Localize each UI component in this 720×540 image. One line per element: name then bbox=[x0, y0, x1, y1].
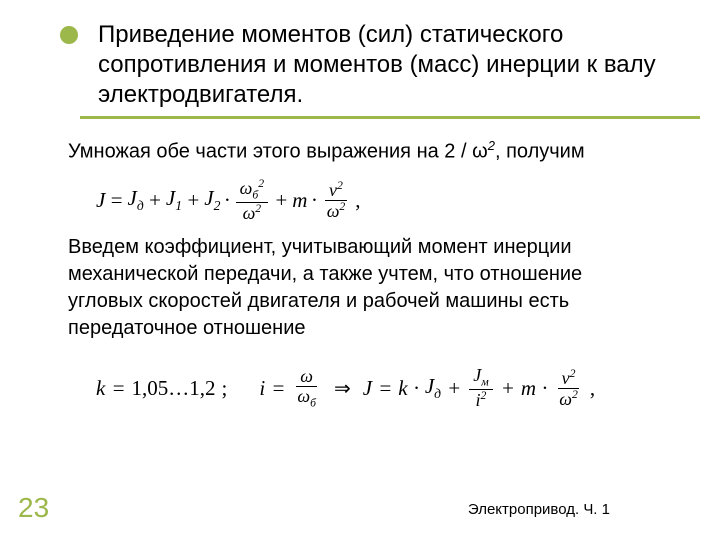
f2-m: m bbox=[521, 376, 536, 401]
f1-frac1-num-sup: 2 bbox=[258, 177, 264, 190]
f2-fracv-num-base: ν bbox=[562, 368, 570, 388]
bullet-icon bbox=[60, 26, 78, 44]
para1-exp: 2 bbox=[488, 138, 495, 153]
f2-fracJ-num-sub: м bbox=[481, 376, 488, 389]
formula-2: k = 1,05…1,2 ; i = ω ωб ⇒ J = k · Jд + J… bbox=[96, 366, 680, 410]
footer-text: Электропривод. Ч. 1 bbox=[468, 501, 610, 518]
f2-dot1: · bbox=[414, 376, 419, 401]
f2-frac-i-den-sub: б bbox=[310, 396, 316, 409]
f2-dot2: · bbox=[542, 376, 547, 401]
paragraph-1: Умножая обе части этого выражения на 2 /… bbox=[68, 137, 680, 166]
f2-Jd-base: J bbox=[425, 374, 434, 398]
f2-range: 1,05…1,2 bbox=[132, 376, 216, 401]
f1-J2: J bbox=[204, 186, 213, 210]
f1-term-J1: J1 bbox=[166, 186, 182, 214]
title-block: Приведение моментов (сил) статического с… bbox=[60, 20, 680, 119]
f2-eq1: = bbox=[111, 376, 125, 401]
formula-1: J = Jд + J1 + J2 · ωб2 ω2 + m · ν2 bbox=[96, 178, 680, 223]
para2-line3: угловых скоростей двигателя и рабочей ма… bbox=[68, 288, 680, 315]
f1-m: m bbox=[292, 188, 307, 213]
f1-J: J bbox=[96, 188, 105, 213]
f2-plus2: + bbox=[501, 376, 515, 401]
f2-Jd: Jд bbox=[425, 374, 441, 402]
f2-k: k bbox=[96, 376, 105, 401]
f2-J: J bbox=[363, 376, 372, 401]
f1-eq: = bbox=[109, 188, 123, 213]
f1-dot1: · bbox=[224, 188, 229, 213]
f1-term-J2: J2 bbox=[204, 186, 220, 214]
f2-fracJ-den: i2 bbox=[472, 390, 491, 410]
f2-fracJ: Jм i2 bbox=[469, 366, 492, 410]
f2-fracv-num: ν2 bbox=[558, 368, 580, 389]
f1-frac2-num-sup: 2 bbox=[337, 179, 343, 192]
f1-term-Jd: Jд bbox=[128, 186, 144, 214]
f1-frac1-den: ω2 bbox=[239, 203, 266, 223]
f2-semi: ; bbox=[222, 376, 228, 401]
f2-frac-i-num: ω bbox=[296, 367, 317, 387]
f1-plus1: + bbox=[148, 188, 162, 213]
f1-J1-sub: 1 bbox=[175, 198, 182, 213]
f2-Jd-sub: д bbox=[434, 386, 441, 401]
para1-suffix: , получим bbox=[495, 141, 585, 163]
f2-frac-i-den-base: ω bbox=[297, 386, 310, 406]
f1-frac2-den-base: ω bbox=[327, 201, 340, 221]
f1-J2-sub: 2 bbox=[214, 198, 221, 213]
para2-line1: Введем коэффициент, учитывающий момент и… bbox=[68, 234, 680, 261]
f2-fracv-den: ω2 bbox=[555, 389, 582, 409]
slide: Приведение моментов (сил) статического с… bbox=[0, 0, 720, 540]
f1-frac2-den-sup: 2 bbox=[339, 200, 345, 213]
f2-fracv-num-sup: 2 bbox=[570, 367, 576, 380]
f1-Jd-sub: д bbox=[137, 198, 144, 213]
f1-frac1: ωб2 ω2 bbox=[236, 178, 268, 223]
para2-line2: механической передачи, а также учтем, чт… bbox=[68, 261, 680, 288]
f1-frac1-num-base: ω bbox=[240, 178, 253, 198]
f1-frac2-num-base: ν bbox=[329, 180, 337, 200]
f1-frac2-den: ω2 bbox=[323, 201, 350, 221]
f2-frac-i-den: ωб bbox=[293, 387, 320, 410]
f2-frac-i: ω ωб bbox=[293, 367, 320, 410]
para1-prefix: Умножая обе части этого выражения на 2 / bbox=[68, 141, 472, 163]
f1-frac1-den-base: ω bbox=[243, 203, 256, 223]
f1-J1: J bbox=[166, 186, 175, 210]
implies-icon: ⇒ bbox=[328, 376, 357, 401]
paragraph-2: Введем коэффициент, учитывающий момент и… bbox=[68, 234, 680, 342]
f2-k2: k bbox=[398, 376, 407, 401]
f2-comma: , bbox=[590, 376, 595, 401]
f1-frac1-num: ωб2 bbox=[236, 178, 268, 203]
f1-frac1-num-sub: б bbox=[252, 188, 258, 201]
f2-i: i bbox=[259, 376, 265, 401]
para1-omega: ω bbox=[472, 141, 488, 163]
para2-line4: передаточное отношение bbox=[68, 315, 680, 342]
f1-frac2: ν2 ω2 bbox=[323, 180, 350, 221]
f1-frac2-num: ν2 bbox=[325, 180, 347, 201]
f2-fracv-den-base: ω bbox=[559, 389, 572, 409]
f1-dot2: · bbox=[311, 188, 316, 213]
f2-plus1: + bbox=[447, 376, 461, 401]
f2-eq3: = bbox=[378, 376, 392, 401]
f2-fracv: ν2 ω2 bbox=[555, 368, 582, 409]
f1-plus3: + bbox=[274, 188, 288, 213]
f1-frac1-den-sup: 2 bbox=[255, 202, 261, 215]
f2-fracJ-den-sup: 2 bbox=[481, 389, 487, 402]
f2-fracJ-num: Jм bbox=[469, 366, 492, 390]
slide-title: Приведение моментов (сил) статического с… bbox=[90, 20, 680, 110]
f1-Jd: J bbox=[128, 186, 137, 210]
f2-fracv-den-sup: 2 bbox=[572, 388, 578, 401]
f1-plus2: + bbox=[186, 188, 200, 213]
f2-eq2: = bbox=[271, 376, 285, 401]
title-underline bbox=[80, 116, 700, 119]
f1-comma: , bbox=[355, 188, 360, 213]
page-number: 23 bbox=[12, 490, 55, 526]
